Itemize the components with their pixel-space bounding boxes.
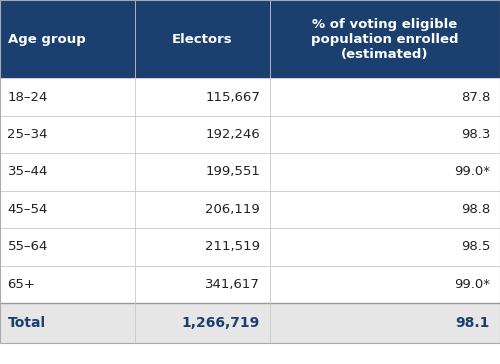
Text: 45–54: 45–54 (8, 203, 48, 216)
Text: Age group: Age group (8, 33, 85, 46)
Text: Total: Total (8, 316, 46, 330)
Text: 98.3: 98.3 (460, 128, 490, 141)
Text: 98.8: 98.8 (461, 203, 490, 216)
Text: % of voting eligible
population enrolled
(estimated): % of voting eligible population enrolled… (311, 17, 459, 61)
Text: 1,266,719: 1,266,719 (182, 316, 260, 330)
Text: 65+: 65+ (8, 278, 36, 291)
FancyBboxPatch shape (0, 228, 500, 266)
Text: 199,551: 199,551 (205, 166, 260, 178)
FancyBboxPatch shape (0, 78, 500, 116)
FancyBboxPatch shape (0, 303, 500, 343)
FancyBboxPatch shape (0, 266, 500, 303)
Text: 98.5: 98.5 (460, 241, 490, 253)
Text: 55–64: 55–64 (8, 241, 48, 253)
Text: 341,617: 341,617 (205, 278, 260, 291)
Text: 35–44: 35–44 (8, 166, 48, 178)
Text: 206,119: 206,119 (206, 203, 260, 216)
Text: 99.0*: 99.0* (454, 166, 490, 178)
Text: 98.1: 98.1 (456, 316, 490, 330)
Text: 211,519: 211,519 (205, 241, 260, 253)
Text: 18–24: 18–24 (8, 91, 48, 103)
FancyBboxPatch shape (0, 153, 500, 191)
Text: 192,246: 192,246 (206, 128, 260, 141)
Text: Electors: Electors (172, 33, 233, 46)
FancyBboxPatch shape (0, 0, 500, 78)
Text: 87.8: 87.8 (460, 91, 490, 103)
FancyBboxPatch shape (0, 191, 500, 228)
Text: 99.0*: 99.0* (454, 278, 490, 291)
FancyBboxPatch shape (0, 116, 500, 153)
Text: 115,667: 115,667 (205, 91, 260, 103)
Text: 25–34: 25–34 (8, 128, 48, 141)
